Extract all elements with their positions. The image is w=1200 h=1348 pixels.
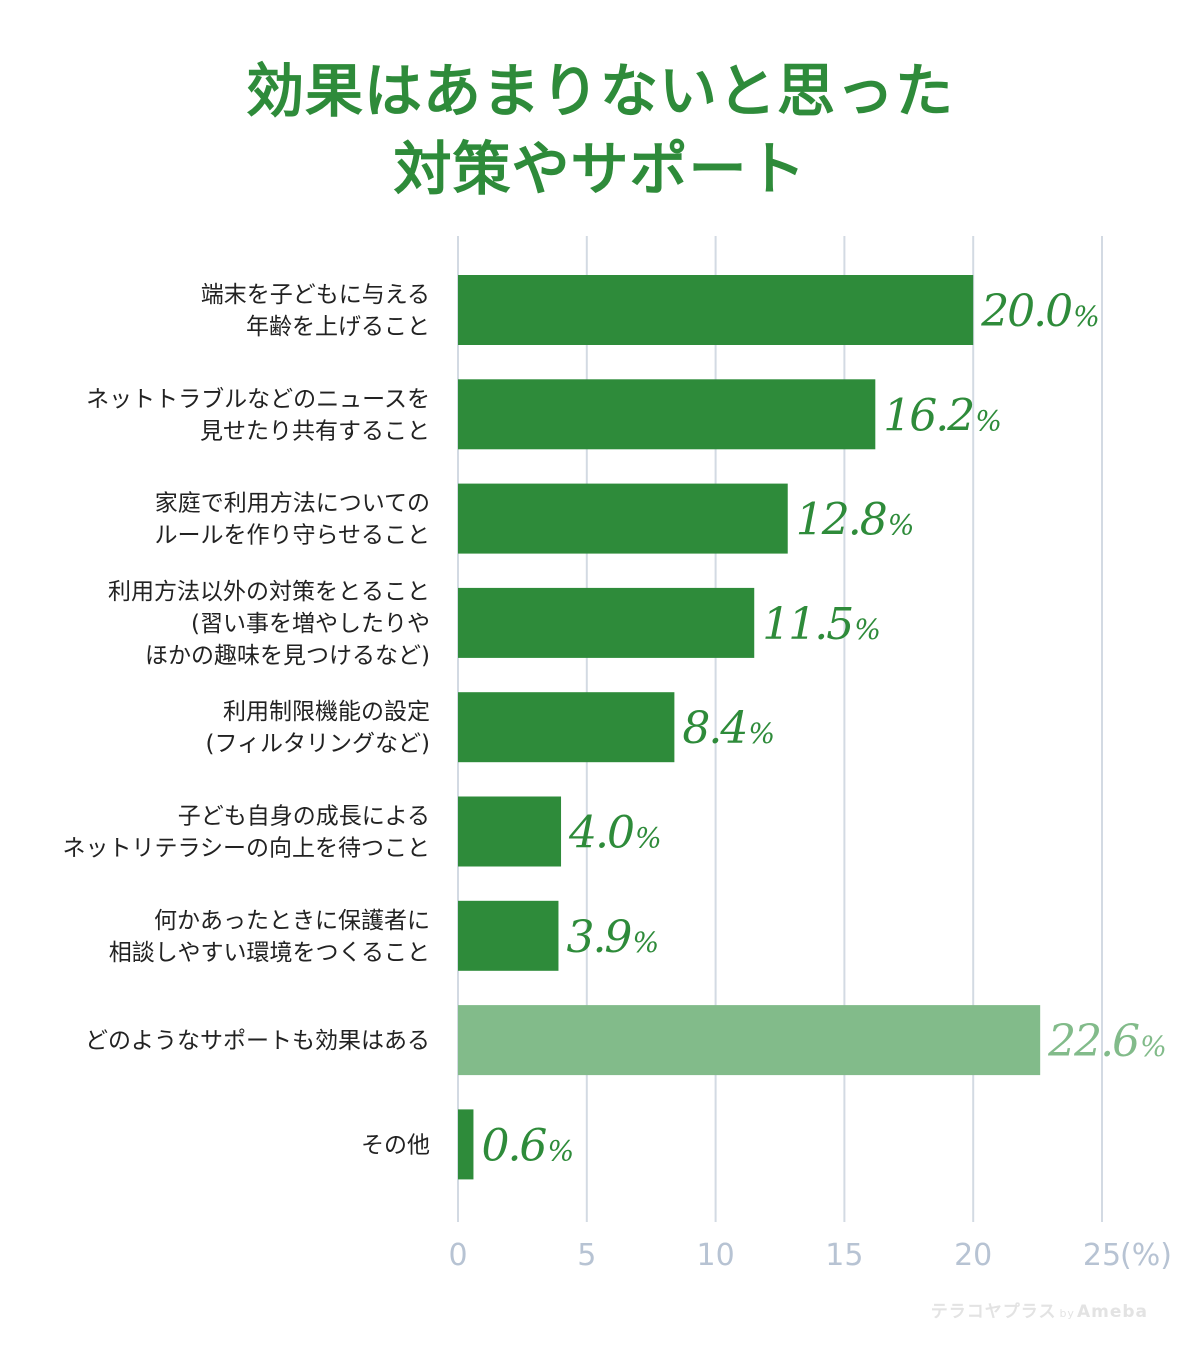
value-label-2: 16.2%	[883, 390, 1002, 441]
category-label-line: ほかの趣味を見つけるなど)	[145, 643, 430, 669]
bar-3	[458, 483, 788, 554]
value-label-7: 3.9%	[566, 912, 659, 963]
bar-4	[458, 587, 755, 658]
x-axis-ticks: 0 5 10 15 20 25(%)	[448, 1238, 1171, 1273]
category-label-line: 端末を子どもに与える	[201, 282, 430, 308]
chart-title: 効果はあまりないと思った 対策やサポート	[0, 52, 1200, 208]
category-label-line: 利用制限機能の設定	[223, 699, 430, 725]
category-label-line: 見せたり共有すること	[200, 418, 430, 444]
category-label-line: 利用方法以外の対策をとること	[108, 579, 430, 605]
watermark-by: by	[1059, 1307, 1075, 1320]
category-label-4: 利用方法以外の対策をとること (習い事を増やしたりやほかの趣味を見つけるなど)	[108, 579, 430, 669]
category-label-6: 子ども自身の成長によるネットリテラシーの向上を待つこと	[62, 804, 430, 862]
value-label-3: 12.8%	[796, 495, 915, 546]
category-label-5: 利用制限機能の設定 (フィルタリングなど)	[206, 699, 431, 757]
category-label-1: 端末を子どもに与える年齢を上げること	[201, 282, 430, 340]
value-label-9: 0.6%	[481, 1120, 574, 1171]
x-tick-label-10: 10	[697, 1238, 735, 1273]
category-label-line: 家庭で利用方法についての	[155, 491, 430, 517]
x-tick-label-5: 5	[577, 1238, 596, 1273]
category-label-line: (フィルタリングなど)	[206, 731, 431, 757]
value-label-4: 11.5%	[762, 599, 881, 650]
chart-title-line-2: 対策やサポート	[393, 135, 807, 203]
category-label-line: どのようなサポートも効果はある	[85, 1028, 430, 1054]
value-label-6: 4.0%	[568, 808, 662, 859]
watermark-sub: Ameba	[1076, 1302, 1148, 1322]
bar-1	[458, 275, 974, 345]
category-label-line: ネットリテラシーの向上を待つこと	[62, 836, 430, 862]
value-label-5: 8.4%	[682, 703, 775, 754]
category-label-line: その他	[361, 1132, 430, 1158]
chart-title-line-1: 効果はあまりないと思った	[245, 57, 954, 125]
category-label-line: (習い事を増やしたりや	[191, 611, 430, 637]
category-labels: 端末を子どもに与える年齢を上げることネットトラブルなどのニュースを見せたり共有す…	[62, 282, 430, 1158]
value-label-1: 20.0%	[980, 286, 1100, 337]
bar-2	[458, 379, 876, 450]
bar-5	[458, 692, 675, 763]
x-axis-unit-label: (%)	[1120, 1238, 1172, 1273]
x-tick-label-15: 15	[825, 1238, 863, 1273]
category-label-3: 家庭で利用方法についてのルールを作り守らせること	[154, 491, 430, 549]
bars	[458, 275, 1041, 1180]
value-label-8: 22.6%	[1047, 1016, 1167, 1067]
watermark: テラコヤプラス by Ameba	[931, 1297, 1148, 1322]
x-tick-label-20: 20	[954, 1238, 992, 1273]
bar-8	[458, 1005, 1041, 1076]
bar-7	[458, 900, 559, 971]
x-tick-label-25: 25	[1083, 1238, 1121, 1273]
bar-6	[458, 796, 562, 867]
category-label-7: 何かあったときに保護者に相談しやすい環境をつくること	[109, 908, 430, 966]
category-label-9: その他	[361, 1132, 430, 1158]
x-tick-label-0: 0	[448, 1238, 467, 1273]
category-label-line: 何かあったときに保護者に	[154, 908, 430, 934]
category-label-line: 年齢を上げること	[246, 314, 430, 340]
category-label-8: どのようなサポートも効果はある	[85, 1028, 430, 1054]
watermark-brand: テラコヤプラス	[930, 1302, 1057, 1322]
bar-9	[458, 1109, 474, 1180]
category-label-line: 相談しやすい環境をつくること	[109, 940, 430, 966]
category-label-line: ルールを作り守らせること	[154, 523, 430, 549]
category-label-2: ネットトラブルなどのニュースを見せたり共有すること	[86, 386, 430, 444]
category-label-line: ネットトラブルなどのニュースを	[86, 386, 430, 412]
category-label-line: 子ども自身の成長による	[178, 804, 430, 830]
value-labels: 20.0% 16.2% 12.8% 11.5% 8.4% 4.0% 3.9% 22.6% 0.6…	[481, 286, 1166, 1171]
